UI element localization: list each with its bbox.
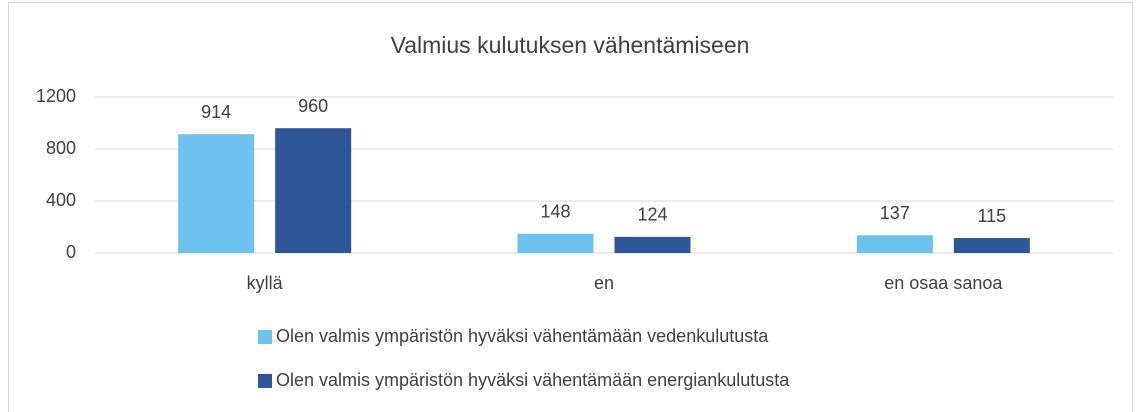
data-label: 960 bbox=[298, 96, 328, 116]
x-tick-label: en osaa sanoa bbox=[884, 273, 1003, 293]
bar bbox=[517, 233, 594, 253]
legend-label: Olen valmis ympäristön hyväksi vähentämä… bbox=[276, 326, 769, 346]
data-label: 914 bbox=[201, 102, 231, 122]
x-tick-label: kyllä bbox=[247, 273, 284, 293]
bar bbox=[953, 238, 1030, 253]
x-tick-label: en bbox=[594, 273, 614, 293]
legend-label: Olen valmis ympäristön hyväksi vähentämä… bbox=[276, 370, 790, 390]
data-label: 148 bbox=[540, 202, 570, 222]
legend-swatch bbox=[258, 374, 272, 388]
data-label: 124 bbox=[637, 205, 667, 225]
bar bbox=[275, 128, 352, 253]
bar bbox=[614, 236, 691, 253]
y-tick-label: 0 bbox=[66, 242, 76, 262]
chart-title: Valmius kulutuksen vähentämiseen bbox=[391, 32, 750, 58]
data-label: 115 bbox=[977, 206, 1006, 226]
y-tick-label: 800 bbox=[46, 138, 76, 158]
y-tick-label: 400 bbox=[46, 190, 76, 210]
y-tick-label: 1200 bbox=[36, 86, 76, 106]
bar bbox=[856, 235, 933, 253]
legend-swatch bbox=[258, 330, 272, 344]
data-label: 137 bbox=[880, 203, 910, 223]
bar bbox=[178, 134, 255, 253]
